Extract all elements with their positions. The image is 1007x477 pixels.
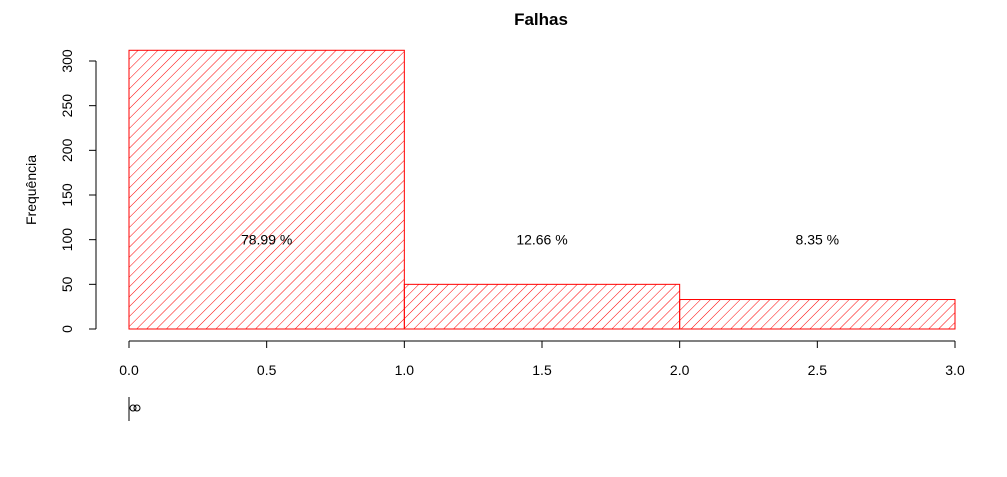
y-axis-title: Frequência xyxy=(23,155,39,225)
x-tick-label: 0.0 xyxy=(119,362,139,378)
histogram-bar xyxy=(679,299,956,330)
y-tick-label: 300 xyxy=(59,49,75,73)
stray-marker-circle-1 xyxy=(129,404,137,412)
bar-percent-label: 8.35 % xyxy=(796,232,840,248)
x-tick-label: 1.0 xyxy=(395,362,415,378)
y-tick-label: 50 xyxy=(59,276,75,292)
histogram-bar xyxy=(128,49,405,330)
x-tick-label: 0.5 xyxy=(257,362,277,378)
y-axis: 0 50 100 150 200 250 300 xyxy=(59,49,97,333)
y-tick-label: 100 xyxy=(59,228,75,252)
x-axis: 0.0 0.5 1.0 1.5 2.0 2.5 3.0 xyxy=(119,340,965,378)
chart-title: Falhas xyxy=(514,10,568,29)
x-tick-label: 2.0 xyxy=(670,362,690,378)
stray-marker-circle-2 xyxy=(133,404,141,412)
y-tick-label: 0 xyxy=(59,325,75,333)
y-tick-label: 150 xyxy=(59,183,75,207)
x-tick-label: 2.5 xyxy=(808,362,828,378)
bar-percent-label: 78.99 % xyxy=(241,232,292,248)
data-labels-layer: 78.99 % 12.66 % 8.35 % xyxy=(241,232,839,248)
y-tick-label: 250 xyxy=(59,94,75,118)
x-tick-label: 3.0 xyxy=(945,362,965,378)
stray-marker-glyph xyxy=(128,397,141,421)
bar-percent-label: 12.66 % xyxy=(516,232,567,248)
bars-layer xyxy=(128,49,956,330)
histogram-bar xyxy=(403,283,681,330)
y-tick-label: 200 xyxy=(59,138,75,162)
x-tick-label: 1.5 xyxy=(532,362,552,378)
